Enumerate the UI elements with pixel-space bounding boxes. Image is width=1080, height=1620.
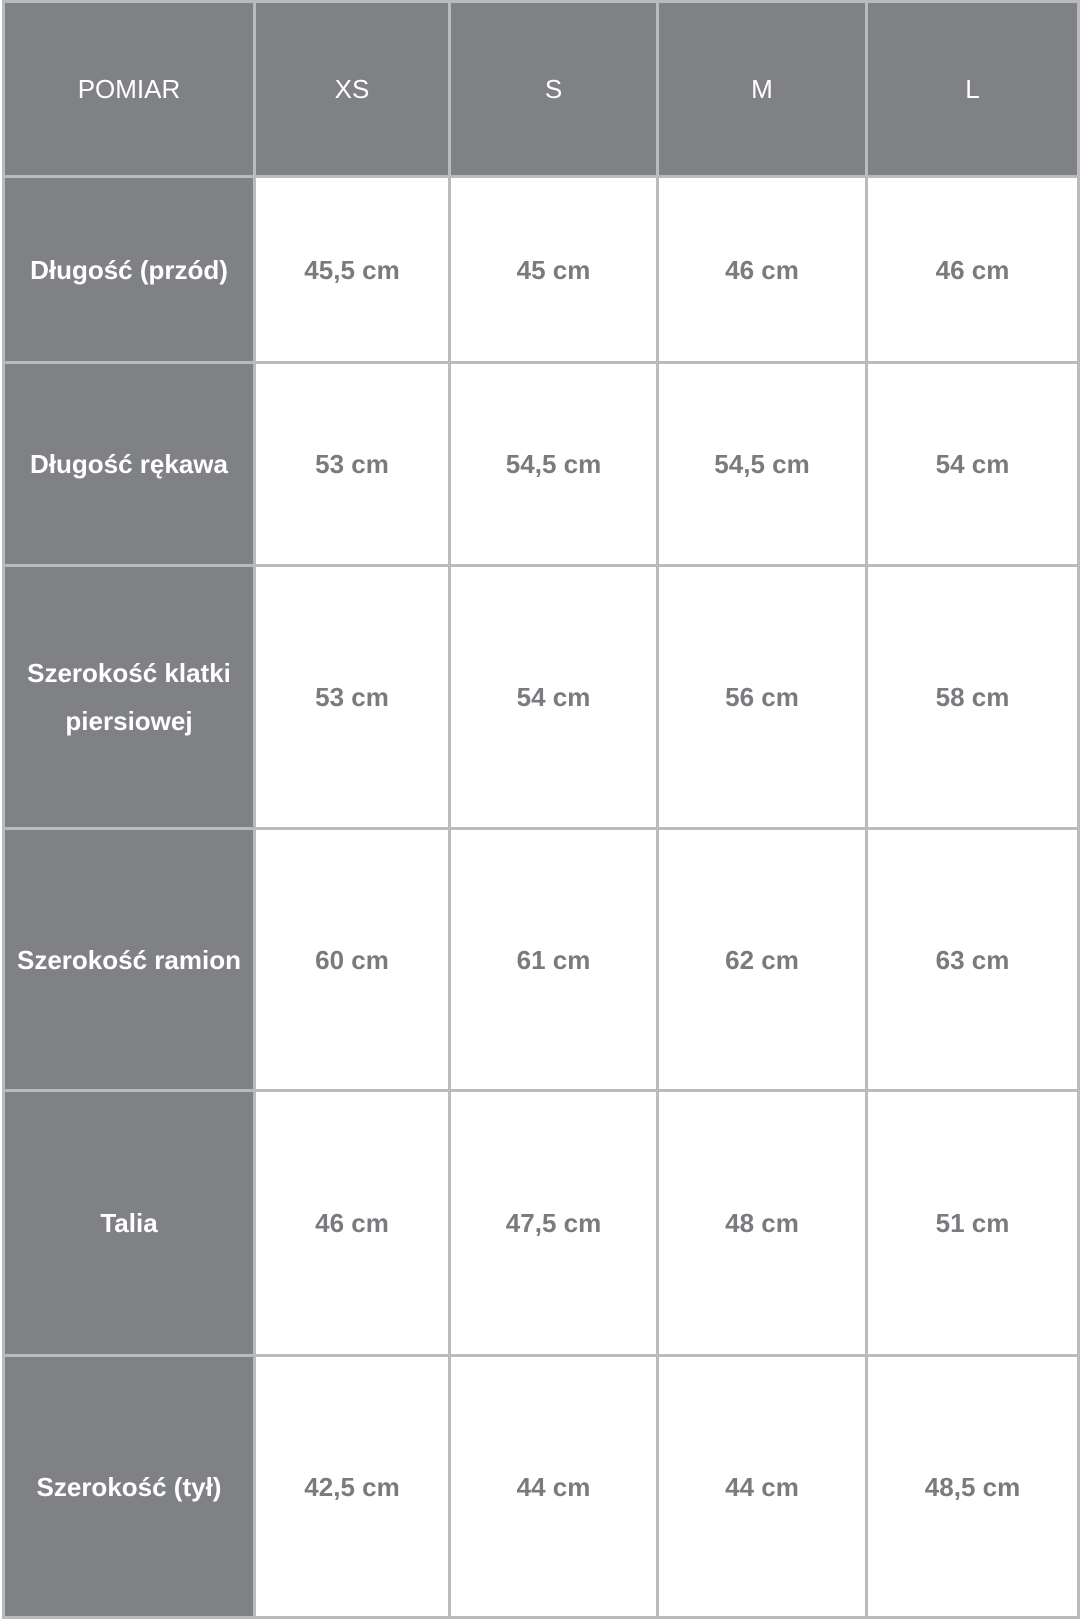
measurement-cell: 54,5 cm: [656, 361, 868, 567]
table-row: Długość (przód) 45,5 cm 45 cm 46 cm 46 cm: [2, 175, 1080, 364]
table-row: Szerokość ramion 60 cm 61 cm 62 cm 63 cm: [2, 827, 1080, 1092]
header-size-m: M: [656, 0, 868, 178]
table-row: Talia 46 cm 47,5 cm 48 cm 51 cm: [2, 1089, 1080, 1357]
measurement-cell: 45 cm: [448, 175, 659, 364]
row-label: Szerokość ramion: [2, 827, 256, 1092]
row-label: Szerokość klatki piersiowej: [2, 564, 256, 830]
measurement-cell: 51 cm: [865, 1089, 1080, 1357]
header-measurement: POMIAR: [2, 0, 256, 178]
measurement-cell: 58 cm: [865, 564, 1080, 830]
measurement-cell: 47,5 cm: [448, 1089, 659, 1357]
measurement-cell: 54 cm: [448, 564, 659, 830]
row-label: Długość (przód): [2, 175, 256, 364]
measurement-cell: 46 cm: [656, 175, 868, 364]
measurement-cell: 54,5 cm: [448, 361, 659, 567]
table-row: Długość rękawa 53 cm 54,5 cm 54,5 cm 54 cm: [2, 361, 1080, 567]
measurement-cell: 54 cm: [865, 361, 1080, 567]
row-label: Szerokość (tył): [2, 1354, 256, 1619]
table-row: Szerokość klatki piersiowej 53 cm 54 cm 56 …: [2, 564, 1080, 830]
header-size-xs: XS: [253, 0, 451, 178]
measurement-cell: 61 cm: [448, 827, 659, 1092]
measurement-cell: 45,5 cm: [253, 175, 451, 364]
measurement-cell: 62 cm: [656, 827, 868, 1092]
header-size-s: S: [448, 0, 659, 178]
measurement-cell: 44 cm: [656, 1354, 868, 1619]
measurement-cell: 63 cm: [865, 827, 1080, 1092]
measurement-cell: 46 cm: [253, 1089, 451, 1357]
measurement-cell: 48 cm: [656, 1089, 868, 1357]
row-label: Długość rękawa: [2, 361, 256, 567]
measurement-cell: 44 cm: [448, 1354, 659, 1619]
measurement-cell: 60 cm: [253, 827, 451, 1092]
header-row: POMIAR XS S M L: [2, 0, 1080, 178]
header-size-l: L: [865, 0, 1080, 178]
measurement-cell: 46 cm: [865, 175, 1080, 364]
table-row: Szerokość (tył) 42,5 cm 44 cm 44 cm 48,5 cm: [2, 1354, 1080, 1619]
row-label: Talia: [2, 1089, 256, 1357]
measurement-cell: 42,5 cm: [253, 1354, 451, 1619]
measurement-cell: 56 cm: [656, 564, 868, 830]
measurement-cell: 53 cm: [253, 564, 451, 830]
measurement-cell: 53 cm: [253, 361, 451, 567]
measurement-cell: 48,5 cm: [865, 1354, 1080, 1619]
